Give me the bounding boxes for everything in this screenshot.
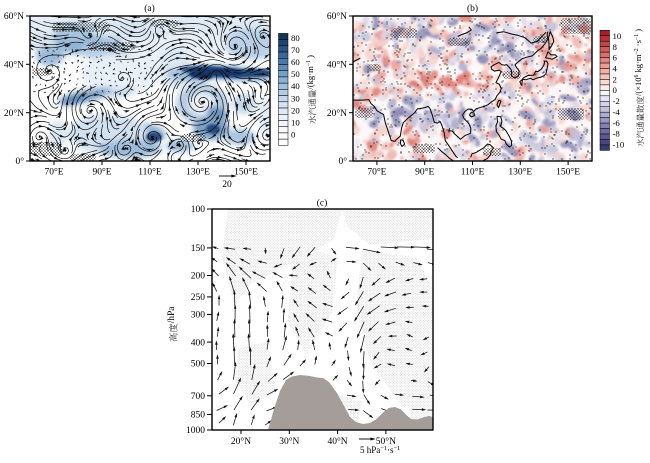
svg-text:30°N: 30°N <box>279 436 299 447</box>
svg-text:10: 10 <box>613 31 622 41</box>
svg-text:0: 0 <box>291 130 296 140</box>
svg-text:90°E: 90°E <box>415 167 434 178</box>
svg-text:0: 0 <box>613 85 618 95</box>
svg-text:/(×106 kg·m−2 ·s−1 ): /(×106 kg·m−2 ·s−1 ) <box>633 29 643 96</box>
svg-text:40: 40 <box>291 81 300 91</box>
svg-text:-2: -2 <box>613 96 620 106</box>
svg-text:(c): (c) <box>317 198 328 209</box>
svg-text:60°N: 60°N <box>327 11 347 22</box>
svg-text:100: 100 <box>191 205 206 215</box>
svg-text:/hPa: /hPa <box>167 306 177 324</box>
svg-text:70°E: 70°E <box>44 167 63 178</box>
svg-text:300: 300 <box>191 311 206 321</box>
svg-text:400: 400 <box>191 338 206 348</box>
svg-text:20: 20 <box>222 180 232 190</box>
svg-text:20: 20 <box>291 105 300 115</box>
svg-text:20°N: 20°N <box>231 436 251 447</box>
svg-text:850: 850 <box>191 411 206 421</box>
svg-text:5 hPa−1·s−1: 5 hPa−1·s−1 <box>360 445 400 455</box>
svg-text:50°N: 50°N <box>376 436 396 447</box>
svg-text:20°N: 20°N <box>327 108 347 119</box>
svg-text:90°E: 90°E <box>92 167 111 178</box>
svg-text:70°E: 70°E <box>367 167 386 178</box>
svg-text:50: 50 <box>291 69 300 79</box>
svg-text:250: 250 <box>191 293 206 303</box>
svg-text:20°N: 20°N <box>4 108 24 119</box>
svg-text:700: 700 <box>191 392 206 402</box>
svg-text:-10: -10 <box>613 140 625 150</box>
svg-text:0°: 0° <box>15 156 24 167</box>
svg-text:2: 2 <box>613 74 617 84</box>
svg-text:150°E: 150°E <box>556 167 580 178</box>
svg-text:(a): (a) <box>144 3 155 14</box>
svg-text:200: 200 <box>191 272 206 282</box>
svg-text:10: 10 <box>291 118 300 128</box>
svg-text:70: 70 <box>291 45 300 55</box>
svg-text:110°E: 110°E <box>138 167 162 178</box>
svg-text:8: 8 <box>613 42 618 52</box>
svg-text:40°N: 40°N <box>327 60 347 71</box>
svg-text:1000: 1000 <box>186 426 205 436</box>
svg-text:40°N: 40°N <box>327 436 347 447</box>
svg-text:150°E: 150°E <box>234 167 258 178</box>
svg-text:-4: -4 <box>613 107 621 117</box>
svg-text:(b): (b) <box>467 3 478 14</box>
svg-text:130°E: 130°E <box>508 167 532 178</box>
svg-text:500: 500 <box>191 360 206 370</box>
svg-text:40°N: 40°N <box>4 60 24 71</box>
svg-text:/(kg·m−1 ): /(kg·m−1 ) <box>305 55 315 90</box>
svg-text:130°E: 130°E <box>186 167 210 178</box>
svg-text:110°E: 110°E <box>461 167 485 178</box>
svg-text:60: 60 <box>291 57 300 67</box>
svg-text:80: 80 <box>291 33 300 43</box>
svg-text:30: 30 <box>291 93 300 103</box>
svg-text:4: 4 <box>613 63 618 73</box>
svg-text:60°N: 60°N <box>4 11 24 22</box>
svg-text:-6: -6 <box>613 118 621 128</box>
svg-text:6: 6 <box>613 53 618 63</box>
svg-text:150: 150 <box>191 244 206 254</box>
svg-text:-8: -8 <box>613 129 621 139</box>
svg-text:0°: 0° <box>338 156 347 167</box>
